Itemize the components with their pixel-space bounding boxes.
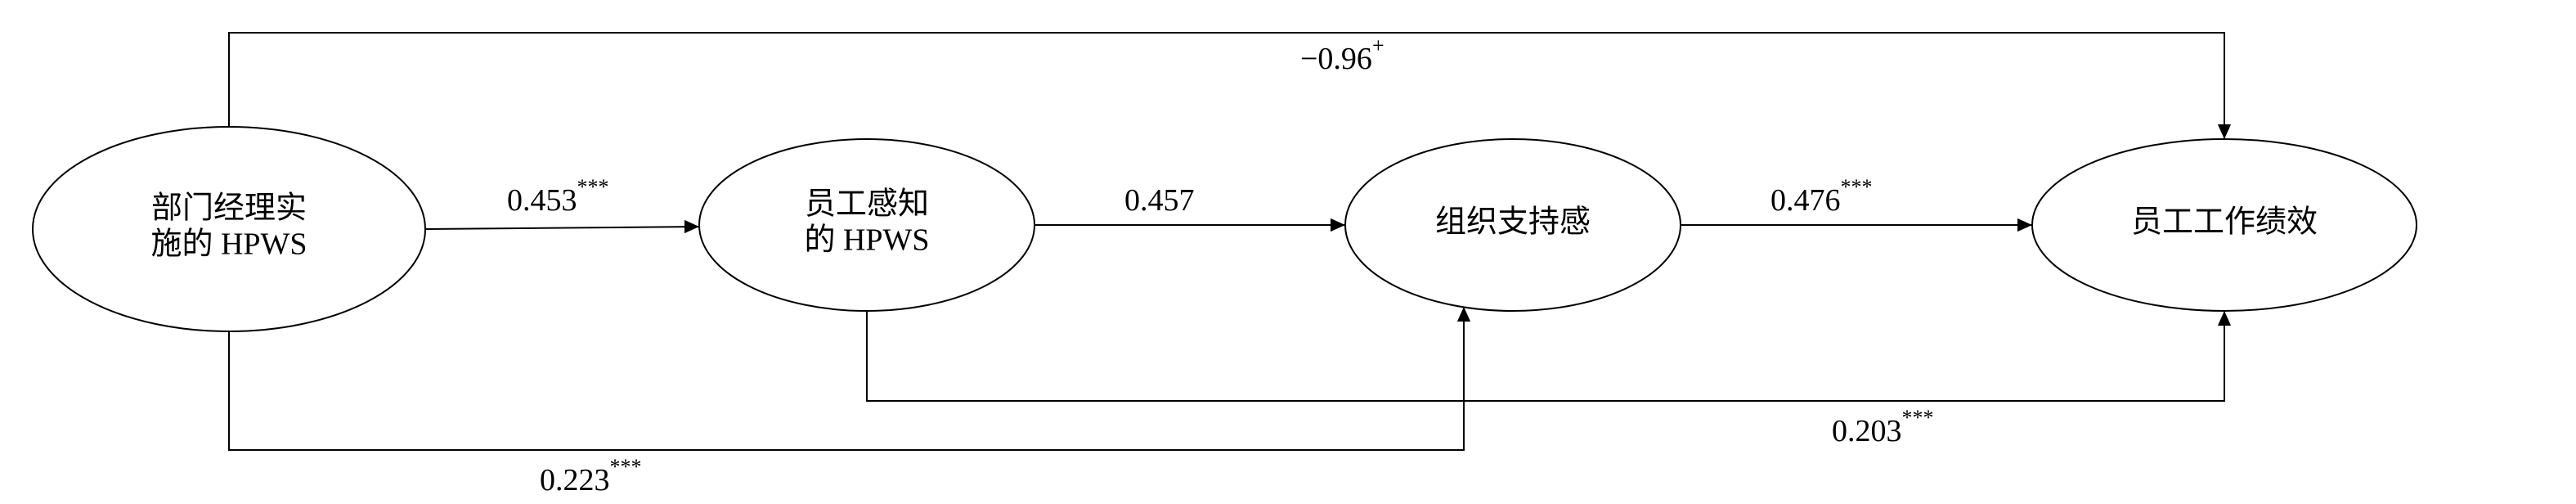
edge-label: 0.457: [1124, 183, 1195, 218]
node-label: 组织支持感: [1435, 205, 1591, 240]
edge-e_n1_n3_bottom: 0.223***: [229, 307, 1470, 497]
node-n1: 部门经理实施的 HPWS: [33, 127, 425, 331]
edge-label: 0.223***: [540, 455, 642, 497]
edge-e_n1_n4_top: −0.96+: [229, 33, 2231, 139]
node-n2: 员工感知的 HPWS: [699, 139, 1034, 311]
node-label: 施的 HPWS: [150, 227, 307, 262]
edge-e_n1_n2: 0.453***: [425, 175, 699, 233]
edge-e_n2_n4_bottom: 0.203***: [867, 311, 2231, 448]
node-n3: 组织支持感: [1345, 139, 1681, 311]
edge-label: 0.476***: [1770, 175, 1873, 218]
node-label: 员工感知: [805, 187, 929, 222]
node-label: 员工工作绩效: [2131, 205, 2318, 240]
edge-label: 0.203***: [1832, 406, 1934, 448]
path-diagram: 0.453*** 0.457 0.476*** −0.96+ 0.223*** 0.203…: [0, 0, 2576, 504]
edge-label: 0.453***: [507, 175, 609, 218]
edge-e_n3_n4: 0.476***: [1681, 175, 2032, 232]
node-label: 的 HPWS: [804, 223, 929, 258]
edge-e_n2_n3: 0.457: [1034, 183, 1345, 232]
node-label: 部门经理实: [151, 191, 307, 226]
node-n4: 员工工作绩效: [2032, 139, 2417, 311]
edge-label: −0.96+: [1300, 34, 1384, 76]
